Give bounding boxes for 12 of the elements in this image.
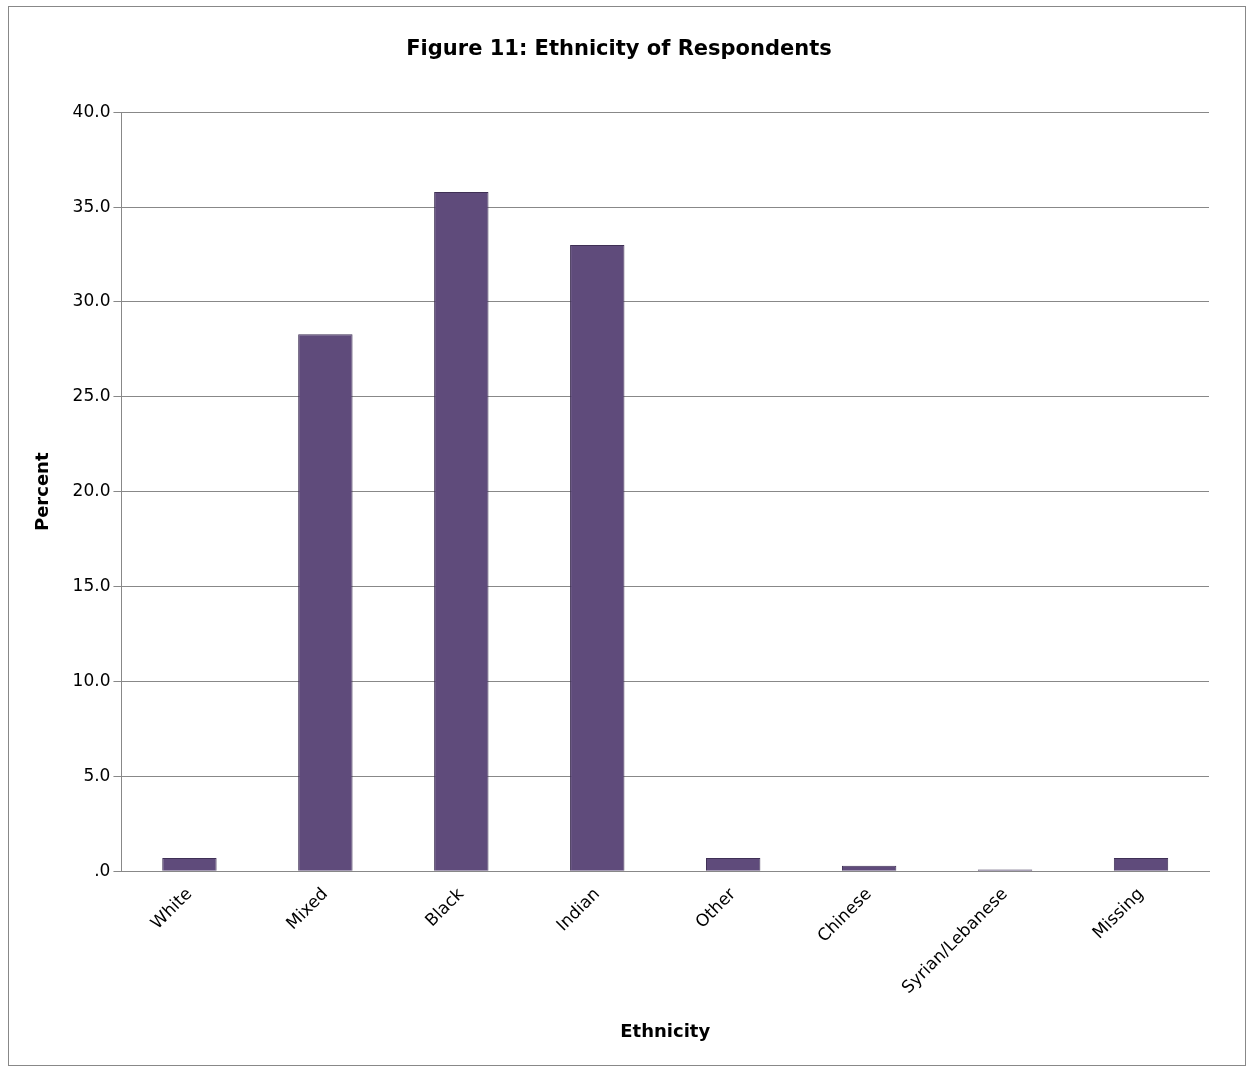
y-tick-label: 35.0 <box>72 195 111 216</box>
chart-title: Figure 11: Ethnicity of Respondents <box>406 36 832 61</box>
y-tick-label: 5.0 <box>83 764 111 785</box>
y-tick-label: 30.0 <box>72 290 111 311</box>
y-tick-label: 20.0 <box>72 480 111 501</box>
y-axis-title: Percent <box>31 452 53 532</box>
y-tick-label: 10.0 <box>72 669 111 690</box>
y-tick-label: 40.0 <box>72 100 111 121</box>
y-tick-label: 15.0 <box>72 575 111 596</box>
y-tick-label: 25.0 <box>72 385 111 406</box>
x-axis-title: Ethnicity <box>620 1019 711 1041</box>
y-tick-label: .0 <box>94 859 111 880</box>
